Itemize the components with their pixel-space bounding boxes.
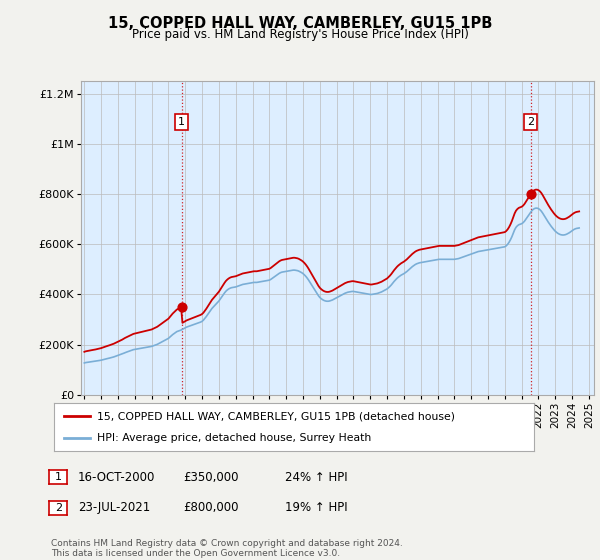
Text: £800,000: £800,000	[183, 501, 239, 515]
Text: 2: 2	[55, 503, 62, 513]
Text: 19% ↑ HPI: 19% ↑ HPI	[285, 501, 347, 515]
Text: Contains HM Land Registry data © Crown copyright and database right 2024.
This d: Contains HM Land Registry data © Crown c…	[51, 539, 403, 558]
Point	[526, 190, 536, 199]
Text: 23-JUL-2021: 23-JUL-2021	[78, 501, 150, 515]
Text: 16-OCT-2000: 16-OCT-2000	[78, 470, 155, 484]
Text: 15, COPPED HALL WAY, CAMBERLEY, GU15 1PB: 15, COPPED HALL WAY, CAMBERLEY, GU15 1PB	[108, 16, 492, 31]
Text: Price paid vs. HM Land Registry's House Price Index (HPI): Price paid vs. HM Land Registry's House …	[131, 28, 469, 41]
Text: 1: 1	[178, 117, 185, 127]
Text: 24% ↑ HPI: 24% ↑ HPI	[285, 470, 347, 484]
Text: HPI: Average price, detached house, Surrey Heath: HPI: Average price, detached house, Surr…	[97, 433, 371, 443]
Point	[177, 302, 187, 311]
Text: 2: 2	[527, 117, 535, 127]
Text: £350,000: £350,000	[183, 470, 239, 484]
Text: 1: 1	[55, 472, 62, 482]
Text: 15, COPPED HALL WAY, CAMBERLEY, GU15 1PB (detached house): 15, COPPED HALL WAY, CAMBERLEY, GU15 1PB…	[97, 411, 455, 421]
